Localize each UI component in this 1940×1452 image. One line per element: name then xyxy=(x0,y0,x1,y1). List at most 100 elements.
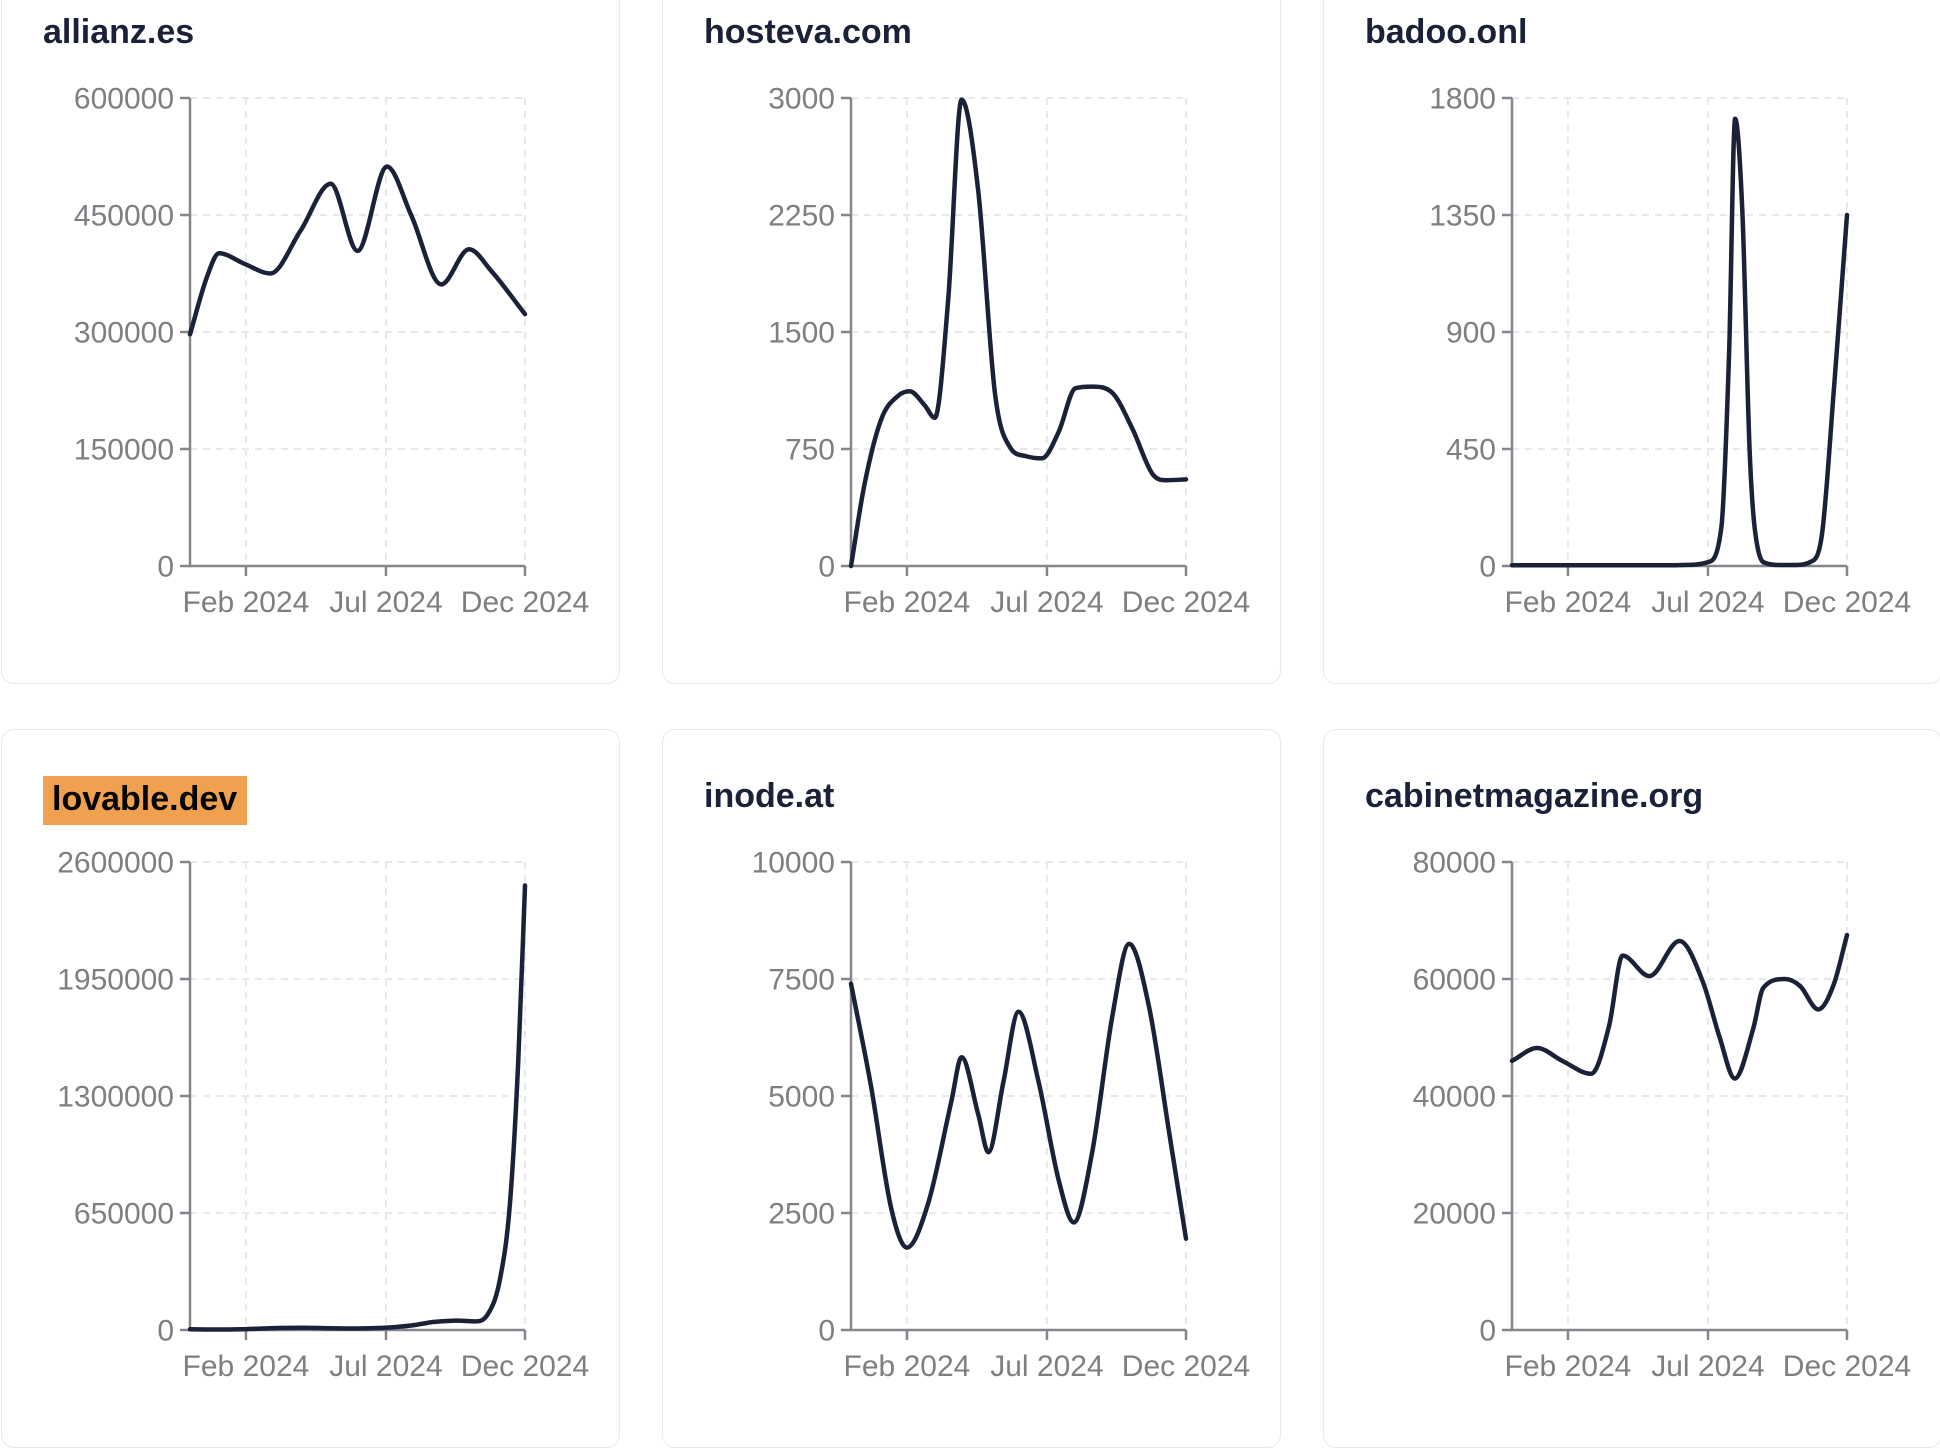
chart-title: hosteva.com xyxy=(704,12,912,53)
x-tick-label: Jul 2024 xyxy=(990,1350,1103,1383)
y-tick-label: 600000 xyxy=(74,83,174,116)
y-tick-label: 1500 xyxy=(768,317,835,350)
chart-card-cabinetmagazine-org: cabinetmagazine.org 0 20000 40000 60000 8000… xyxy=(1323,729,1940,1448)
y-tick-label: 5000 xyxy=(768,1081,835,1114)
chart-card-badoo-onl: badoo.onl 0 450 900 1350 1800 Feb 2024 Jul 202… xyxy=(1323,0,1940,684)
gridlines xyxy=(190,97,526,566)
x-tick-label: Dec 2024 xyxy=(1122,586,1250,619)
axis-line xyxy=(1510,98,1847,568)
y-tick-label: 40000 xyxy=(1413,1081,1496,1114)
series-line xyxy=(1509,116,1850,568)
y-tick-label: 10000 xyxy=(752,847,835,880)
line-chart: 0 20000 40000 60000 80000 Feb 2024 Jul 2024 Dec… xyxy=(1413,847,1912,1384)
x-tick-label: Feb 2024 xyxy=(844,1350,971,1383)
y-tick-label: 20000 xyxy=(1413,1198,1496,1231)
chart-card-lovable-dev: lovable.dev 0 650000 1300000 1950000 2600000… xyxy=(1,729,620,1448)
y-tick-label: 650000 xyxy=(74,1198,174,1231)
x-tick-label: Feb 2024 xyxy=(844,586,971,619)
chart-title: cabinetmagazine.org xyxy=(1365,776,1703,817)
tick-labels: 0 750 1500 2250 3000 Feb 2024 Jul 2024 Dec 2024 xyxy=(768,83,1250,620)
gridlines xyxy=(190,861,526,1330)
y-tick-label: 3000 xyxy=(768,83,835,116)
y-tick-label: 0 xyxy=(1479,551,1496,584)
y-tick-label: 0 xyxy=(818,1315,835,1348)
domain-label-highlighted[interactable]: lovable.dev xyxy=(43,776,248,825)
x-tick-label: Dec 2024 xyxy=(1783,586,1911,619)
gridlines xyxy=(1512,861,1848,1330)
axes xyxy=(1502,860,1849,1340)
line-chart: 0 150000 300000 450000 600000 Feb 2024 Jul 202… xyxy=(74,83,589,620)
x-tick-label: Jul 2024 xyxy=(990,586,1103,619)
y-tick-label: 2250 xyxy=(768,200,835,233)
tick-labels: 0 150000 300000 450000 600000 Feb 2024 Jul 202… xyxy=(74,83,589,620)
axes xyxy=(180,96,527,576)
series-line xyxy=(1509,932,1850,1081)
axis-line xyxy=(849,98,1186,568)
domain-label[interactable]: inode.at xyxy=(704,777,835,815)
y-tick-label: 0 xyxy=(818,551,835,584)
tick-labels: 0 20000 40000 60000 80000 Feb 2024 Jul 2024 Dec… xyxy=(1413,847,1912,1384)
y-tick-label: 80000 xyxy=(1413,847,1496,880)
y-tick-label: 1800 xyxy=(1429,83,1496,116)
axes xyxy=(1502,96,1849,576)
x-tick-label: Feb 2024 xyxy=(183,1350,310,1383)
tick-labels: 0 2500 5000 7500 10000 Feb 2024 Jul 2024 Dec 20… xyxy=(752,847,1251,1384)
axis-line xyxy=(1510,862,1847,1332)
x-tick-label: Feb 2024 xyxy=(1505,1350,1632,1383)
y-tick-label: 0 xyxy=(1479,1315,1496,1348)
chart-title: allianz.es xyxy=(43,12,194,53)
chart-card-inode-at: inode.at 0 2500 5000 7500 10000 Feb 2024 Jul 2… xyxy=(662,729,1281,1448)
y-tick-label: 7500 xyxy=(768,964,835,997)
axes xyxy=(841,860,1188,1340)
y-tick-label: 300000 xyxy=(74,317,174,350)
x-tick-label: Dec 2024 xyxy=(1783,1350,1911,1383)
y-tick-label: 450000 xyxy=(74,200,174,233)
x-tick-label: Jul 2024 xyxy=(1651,1350,1764,1383)
y-tick-label: 0 xyxy=(157,1315,174,1348)
line-chart: 0 2500 5000 7500 10000 Feb 2024 Jul 2024 Dec 20… xyxy=(752,847,1251,1384)
chart-title: inode.at xyxy=(704,776,834,817)
series-line xyxy=(848,97,1189,569)
tick-labels: 0 650000 1300000 1950000 2600000 Feb 2024 Jul … xyxy=(57,847,589,1384)
x-tick-label: Feb 2024 xyxy=(183,586,310,619)
y-tick-label: 60000 xyxy=(1413,964,1496,997)
line-chart: 0 750 1500 2250 3000 Feb 2024 Jul 2024 Dec 2024 xyxy=(768,83,1250,620)
y-tick-label: 900 xyxy=(1446,317,1496,350)
gridlines xyxy=(1512,97,1848,566)
axis-line xyxy=(188,98,525,568)
chart-title: lovable.dev xyxy=(43,776,248,825)
chart-card-hosteva-com: hosteva.com 0 750 1500 2250 3000 Feb 2024 Jul … xyxy=(662,0,1281,684)
y-tick-label: 450 xyxy=(1446,434,1496,467)
y-tick-label: 2600000 xyxy=(57,847,174,880)
y-tick-label: 750 xyxy=(785,434,835,467)
x-tick-label: Dec 2024 xyxy=(1122,1350,1250,1383)
y-tick-label: 1950000 xyxy=(57,964,174,997)
chart-card-allianz-es: allianz.es 0 150000 300000 450000 600000 Feb … xyxy=(1,0,620,684)
y-tick-label: 0 xyxy=(157,551,174,584)
y-tick-label: 2500 xyxy=(768,1198,835,1231)
domain-label[interactable]: hosteva.com xyxy=(704,13,912,51)
x-tick-label: Dec 2024 xyxy=(461,586,589,619)
gridlines xyxy=(851,97,1187,566)
line-chart: 0 450 900 1350 1800 Feb 2024 Jul 2024 Dec 2024 xyxy=(1429,83,1911,620)
series-line xyxy=(848,941,1189,1250)
line-chart: 0 650000 1300000 1950000 2600000 Feb 2024 Jul … xyxy=(57,847,589,1384)
x-tick-label: Jul 2024 xyxy=(1651,586,1764,619)
axis-line xyxy=(849,862,1186,1332)
x-tick-label: Jul 2024 xyxy=(329,1350,442,1383)
x-tick-label: Dec 2024 xyxy=(461,1350,589,1383)
domain-label[interactable]: badoo.onl xyxy=(1365,13,1528,51)
y-tick-label: 1300000 xyxy=(57,1081,174,1114)
gridlines xyxy=(851,861,1187,1330)
x-tick-label: Feb 2024 xyxy=(1505,586,1632,619)
domain-label[interactable]: allianz.es xyxy=(43,13,195,51)
series-line xyxy=(187,883,528,1332)
domain-label[interactable]: cabinetmagazine.org xyxy=(1365,777,1704,815)
tick-labels: 0 450 900 1350 1800 Feb 2024 Jul 2024 Dec 2024 xyxy=(1429,83,1911,620)
y-tick-label: 150000 xyxy=(74,434,174,467)
axes xyxy=(180,860,527,1340)
series-line xyxy=(187,164,528,337)
axes xyxy=(841,96,1188,576)
y-tick-label: 1350 xyxy=(1429,200,1496,233)
